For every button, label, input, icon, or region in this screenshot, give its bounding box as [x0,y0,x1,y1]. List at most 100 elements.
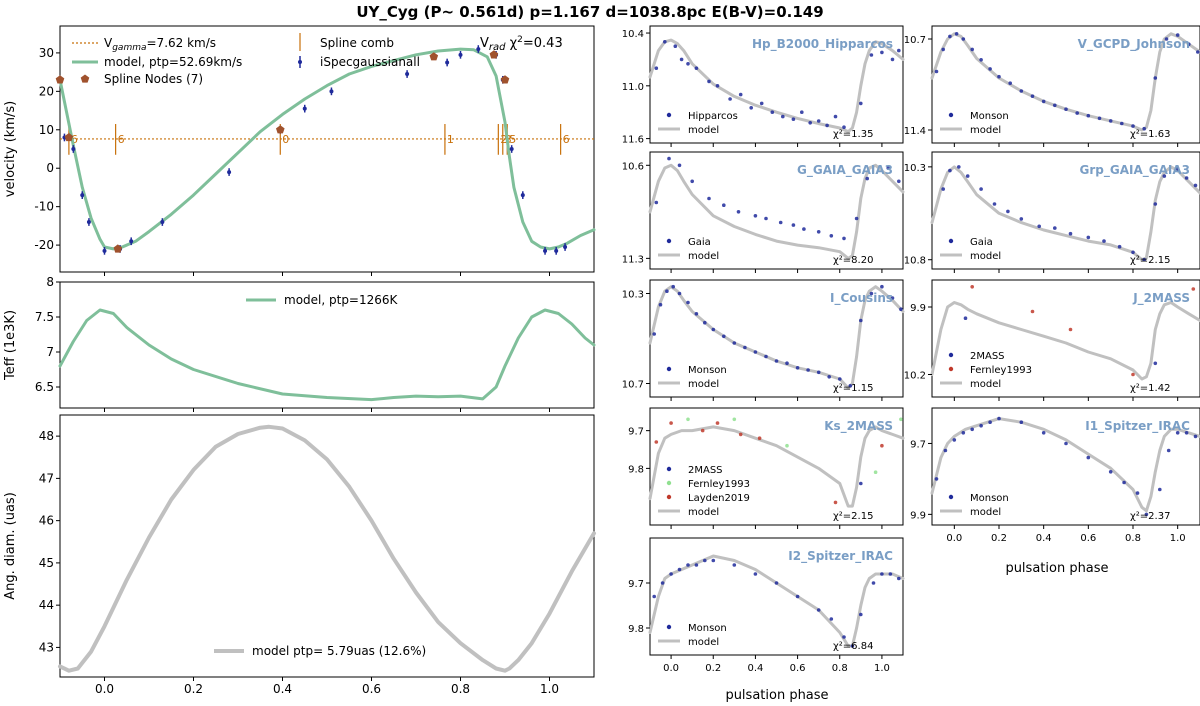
velocity-data-point [405,72,410,77]
ytick-label: 11.3 [622,254,644,265]
velocity-chi2-annotation: Vrad χ2=0.43 [480,35,563,53]
photometry-point [848,384,853,388]
legend-point-swatch [666,112,672,118]
spline-comb-label: 6 [563,133,570,146]
photometry-point [1131,372,1135,377]
photometry-point [1108,470,1113,474]
panel-model-line [930,301,1200,381]
legend-label: Fernley1993 [688,479,750,490]
photometry-point [941,187,945,191]
photometry-point [880,50,884,55]
legend-point-swatch [666,480,672,486]
panel-model-line [648,425,905,508]
photometry-point [732,341,737,345]
photometry-point [1097,116,1102,121]
photometry-point [1064,107,1068,111]
panel-frame [649,25,904,144]
photometry-point [800,110,804,114]
xtick-label: 0.6 [1080,533,1096,544]
legend-label: Monson [970,111,1009,122]
ytick-label: 48 [39,429,54,443]
xtick-label: 0.2 [705,663,721,674]
velocity-data-point [102,248,107,253]
ytick-label: 30 [39,46,54,60]
ytick-label: -10 [34,200,54,214]
legend-nodes-swatch [80,74,90,83]
photometry-point [1144,512,1149,517]
ytick-label: 8 [46,275,54,289]
photometry-point [859,101,863,106]
photometry-point [770,110,775,114]
velocity-data-point [520,193,525,198]
photometry-point [1193,434,1198,439]
photometry-point [722,334,726,339]
photometry-point [890,296,895,300]
teff-model-line [58,308,596,402]
photometry-point [842,125,846,129]
photometry-point [663,40,667,44]
panel-frame [931,279,1200,398]
photometry-point [703,558,707,563]
velocity-data-point [509,147,514,151]
legend-point-swatch [948,494,954,500]
ytick-label: 11.4 [904,126,926,137]
photometry-point [1131,124,1135,128]
ylabel: Teff (1e3K) [3,310,18,381]
photometry-point [1196,50,1200,54]
legend-label: 2MASS [970,351,1005,362]
photometry-point [850,644,855,648]
ytick-label: 44 [39,598,54,612]
photometry-point [654,440,659,444]
photometry-point [1030,309,1035,314]
photometry-point [753,350,758,354]
panel-title: I2_Spitzer_IRAC [788,549,893,564]
velocity-data-point [71,147,76,151]
ylabel: Ang. diam. (uas) [3,492,18,600]
panel-title: Grp_GAIA_GAIA3 [1080,163,1190,178]
velocity-data-point [129,239,134,244]
ytick-label: 9.9 [910,303,926,314]
velocity-data-point [86,220,91,225]
panel-frame [931,151,1200,270]
photometry-point [871,581,876,585]
legend-point-swatch [666,494,672,500]
photometry-point [948,168,952,173]
panel-i2: 9.7 9.8 0.0 0.2 0.4 0.6 0.8 1.0 I2_Spitzer_IRAC χ… [628,537,905,674]
velocity-data-point [563,245,568,250]
xtick-label: 0.8 [832,663,848,674]
photometry-point [1122,480,1126,485]
photometry-point [997,416,1001,421]
velocity-data-point [80,193,85,198]
photometry-point [873,470,878,475]
photometry-point [957,165,961,169]
legend-ispec-label: iSpecgaussianall [320,55,420,69]
panel-chi2: χ²=8.20 [833,255,873,266]
photometry-point [979,423,983,428]
photometry-point [738,432,743,437]
legend-point-swatch [666,366,672,372]
xtick-label: 0.4 [1036,533,1052,544]
photometry-point [1184,431,1189,435]
spline-node-marker [113,244,123,253]
panel-title: G_GAIA_GAIA3 [797,163,893,178]
photometry-point [934,477,939,481]
photometry-point [1053,103,1057,108]
legend-label: Gaia [970,237,993,248]
photometry-point [970,47,974,52]
ytick-label: 9.8 [628,624,644,635]
velocity-data-point [227,170,232,175]
photometry-point [795,366,800,370]
photometry-point [738,92,743,97]
photometry-point [694,312,699,316]
panel-chi2: χ²=2.37 [1130,511,1170,522]
photometry-point [961,431,966,435]
panel-chi2: χ²=1.42 [1130,383,1170,394]
legend-point-swatch [666,624,672,630]
photometry-point [992,202,997,206]
velocity-data-point [302,106,307,111]
photometry-point [859,612,863,617]
photometry-point [679,57,684,62]
photometry-point [667,156,671,161]
